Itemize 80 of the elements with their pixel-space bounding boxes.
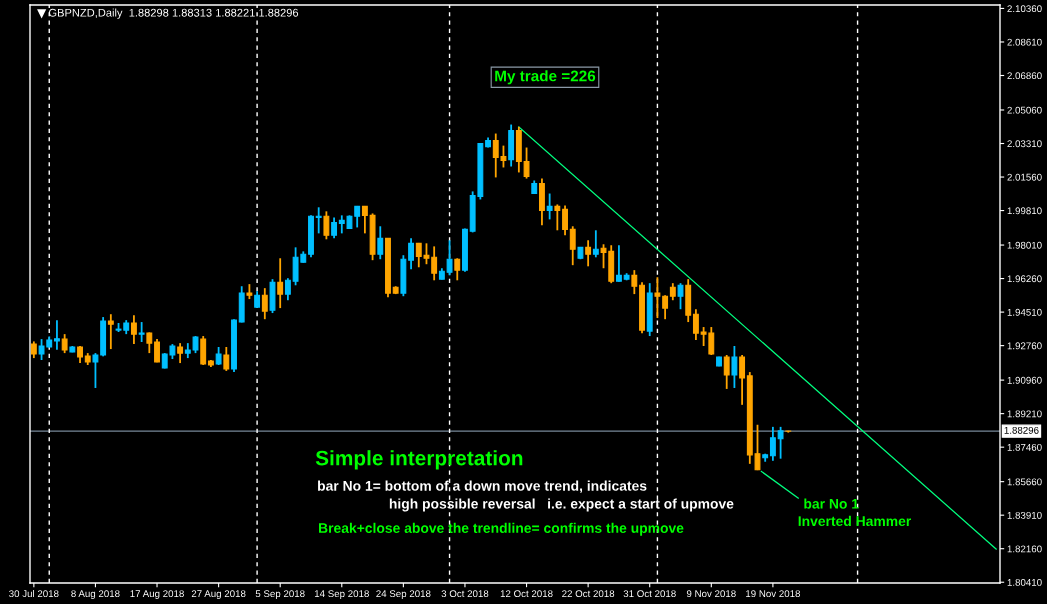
candlestick <box>408 237 415 271</box>
candlestick <box>731 345 738 389</box>
y-tick-label: 1.85660 <box>1007 478 1042 486</box>
candlestick <box>654 276 661 319</box>
candlestick <box>361 205 368 235</box>
candlestick <box>223 346 230 372</box>
x-tick-label: 22 Oct 2018 <box>562 590 615 598</box>
candlestick <box>554 203 561 232</box>
candlestick <box>261 287 268 321</box>
candlestick <box>569 225 576 267</box>
y-tick-label: 1.96260 <box>1007 275 1042 283</box>
candlestick <box>154 338 160 364</box>
y-tick-label: 1.89210 <box>1007 410 1042 418</box>
candlestick <box>315 206 322 235</box>
annotation: bar No 1= bottom of a down move trend, indicates <box>318 480 647 493</box>
candlestick <box>177 342 184 364</box>
candlestick <box>739 354 746 406</box>
y-tick-label: 1.80410 <box>1007 578 1042 586</box>
x-tick-label: 19 Nov 2018 <box>746 590 801 598</box>
candlestick <box>92 352 99 389</box>
candlestick <box>677 282 684 311</box>
y-tick-label: 1.99810 <box>1007 207 1042 215</box>
annotation: My trade =226 <box>495 70 596 85</box>
x-tick-label: 31 Oct 2018 <box>623 590 676 598</box>
x-tick-label: 27 Aug 2018 <box>191 590 246 600</box>
candlestick <box>146 331 153 355</box>
candlestick <box>562 204 568 237</box>
candlestick <box>323 210 330 241</box>
candlestick <box>284 277 291 302</box>
chart-title: GBPNZD,Daily 1.88298 1.88313 1.88221 1.88296 <box>48 8 299 19</box>
y-tick-label: 1.90960 <box>1007 376 1042 384</box>
x-tick-label: 8 Aug 2018 <box>71 590 120 600</box>
candlestick <box>692 308 699 341</box>
y-tick-label: 2.05060 <box>1007 106 1042 114</box>
x-tick-label: 30 Jul 2018 <box>9 589 59 598</box>
candlestick <box>585 239 592 268</box>
candlestick <box>215 346 222 366</box>
x-tick-label: 12 Oct 2018 <box>500 590 553 598</box>
candlestick <box>138 321 145 343</box>
x-tick-label: 5 Sep 2018 <box>255 590 305 600</box>
x-tick-label: 9 Nov 2018 <box>686 590 736 598</box>
candlestick <box>615 244 622 283</box>
y-tick-label: 1.82160 <box>1007 545 1042 553</box>
candlestick <box>130 314 137 346</box>
candlestick <box>331 216 338 240</box>
candlestick <box>61 333 68 355</box>
candlestick <box>377 225 384 261</box>
candlestick <box>777 425 784 460</box>
annotation: high possible reversal i.e. expect a start of upmove <box>389 498 734 512</box>
ref-line-label: 1.88296 <box>1004 426 1039 434</box>
y-tick-label: 2.08610 <box>1007 38 1042 46</box>
candlestick <box>662 294 669 321</box>
y-tick-label: 2.06860 <box>1007 72 1042 80</box>
x-tick-label: 17 Aug 2018 <box>130 590 184 600</box>
y-tick-label: 2.01560 <box>1007 173 1042 181</box>
y-tick-label: 1.83910 <box>1007 511 1042 519</box>
candlestick <box>446 239 453 277</box>
candlestick <box>769 425 776 462</box>
y-tick-label: 2.10360 <box>1007 5 1042 13</box>
candlestick <box>277 257 284 309</box>
annotation: Simple interpretation <box>315 450 523 470</box>
candlestick <box>723 354 730 390</box>
candlestick <box>107 313 114 350</box>
x-tick-label: 14 Sep 2018 <box>314 590 369 600</box>
x-tick-label: 24 Sep 2018 <box>376 590 431 600</box>
y-tick-label: 1.87460 <box>1007 443 1042 451</box>
y-tick-label: 2.03310 <box>1007 140 1042 148</box>
candlestick <box>592 229 599 259</box>
candlestick <box>546 192 553 221</box>
y-tick-label: 1.98010 <box>1007 241 1042 249</box>
annotation: bar No 1 <box>804 498 859 509</box>
annotation: Inverted Hammer <box>798 515 912 527</box>
candlestick <box>523 146 530 180</box>
x-tick-label: 3 Oct 2018 <box>441 590 489 598</box>
y-tick-label: 1.94510 <box>1007 308 1042 316</box>
annotation: Break+close above the trendline= confirms the upmove <box>319 522 684 536</box>
y-tick-label: 1.92760 <box>1007 342 1042 350</box>
candlestick <box>54 319 60 351</box>
candlestick <box>631 269 638 296</box>
candlestick <box>454 257 461 282</box>
